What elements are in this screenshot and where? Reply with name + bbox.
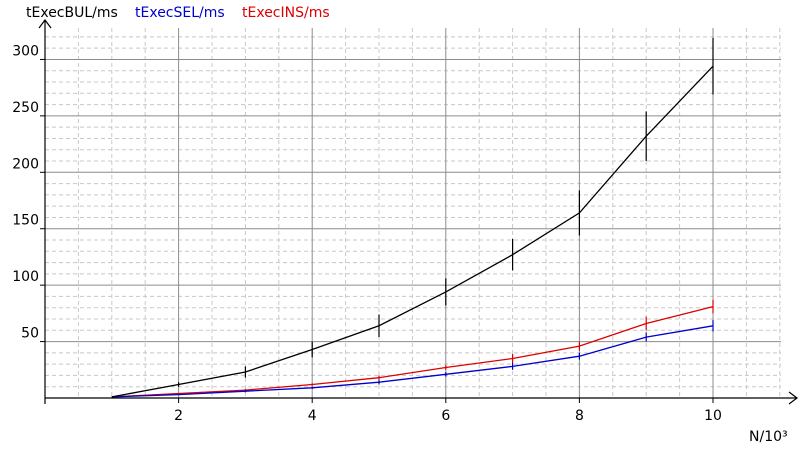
x-tick-label: 4 [308,408,317,424]
y-axis-arrow [38,19,52,29]
plot-area [111,38,714,398]
y-tick-label: 200 [12,156,39,172]
tick-labels: 50 100 150 200 250 300 2 4 6 8 10 [12,43,722,424]
grid [45,28,781,398]
x-tick-label: 8 [575,408,584,424]
y-tick-label: 300 [12,43,39,59]
y-tick-label: 150 [12,213,39,229]
x-tick-label: 2 [174,408,183,424]
x-axis-label: N/10³ [749,429,788,445]
y-tick-label: 250 [12,100,39,116]
series-line-sel [111,325,714,398]
axes [38,19,798,405]
x-tick-label: 6 [441,408,450,424]
y-tick-label: 100 [12,269,39,285]
x-axis-arrow [788,391,798,405]
legend-entry-sel: tExecSEL/ms [135,5,225,21]
series-line-bul [111,65,714,398]
legend: tExecBUL/ms tExecSEL/ms tExecINS/ms [26,5,330,21]
y-tick-label: 50 [21,326,39,342]
x-tick-label: 10 [704,408,722,424]
legend-entry-ins: tExecINS/ms [242,5,330,21]
legend-entry-bul: tExecBUL/ms [26,5,118,21]
series-line-ins [111,305,714,398]
